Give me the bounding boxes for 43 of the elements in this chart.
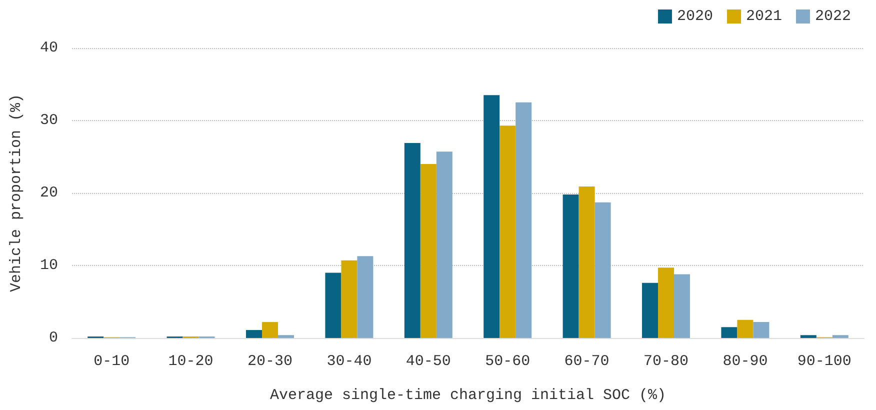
bar xyxy=(832,335,848,338)
bar xyxy=(484,95,500,338)
x-tick-label: 30-40 xyxy=(326,353,372,370)
bar xyxy=(753,322,770,338)
x-tick-label: 90-100 xyxy=(797,353,852,370)
bar xyxy=(642,282,658,338)
x-tick-label: 40-50 xyxy=(406,353,451,370)
x-tick-label: 10-20 xyxy=(168,353,214,370)
y-tick-label: 20 xyxy=(40,184,58,202)
bar xyxy=(578,186,595,338)
y-tick-label: 10 xyxy=(40,257,58,274)
legend-label: 2022 xyxy=(814,8,852,25)
bar xyxy=(341,260,358,338)
bar xyxy=(246,330,262,338)
y-tick-label: 0 xyxy=(48,330,58,346)
x-axis-title: Average single-time charging initial SOC (%) xyxy=(270,387,666,404)
bar xyxy=(737,320,754,338)
bar xyxy=(721,327,738,338)
x-tick-label: 70-80 xyxy=(643,353,689,370)
bar xyxy=(404,142,420,338)
y-tick-label: 40 xyxy=(40,40,58,56)
bar xyxy=(516,102,532,338)
bar xyxy=(278,335,294,338)
bar xyxy=(436,152,452,338)
x-tick-label: 80-90 xyxy=(722,353,768,370)
bar xyxy=(562,194,579,338)
bar xyxy=(594,202,611,338)
bar xyxy=(500,126,516,338)
legend-label: 2020 xyxy=(676,8,713,25)
bar xyxy=(800,335,816,338)
x-tick-label: 50-60 xyxy=(485,353,530,370)
y-tick-label: 30 xyxy=(40,112,58,129)
bar xyxy=(674,274,690,338)
bar xyxy=(325,272,342,338)
bar xyxy=(262,322,278,338)
legend-label: 2021 xyxy=(746,8,782,25)
y-axis-title: Vehicle proportion (%) xyxy=(8,94,25,292)
bar xyxy=(420,164,436,338)
x-tick-label: 60-70 xyxy=(564,353,610,370)
x-tick-label: 20-30 xyxy=(247,353,293,370)
x-tick-label: 0-10 xyxy=(94,353,130,370)
bar xyxy=(357,256,374,338)
bar xyxy=(658,268,674,338)
